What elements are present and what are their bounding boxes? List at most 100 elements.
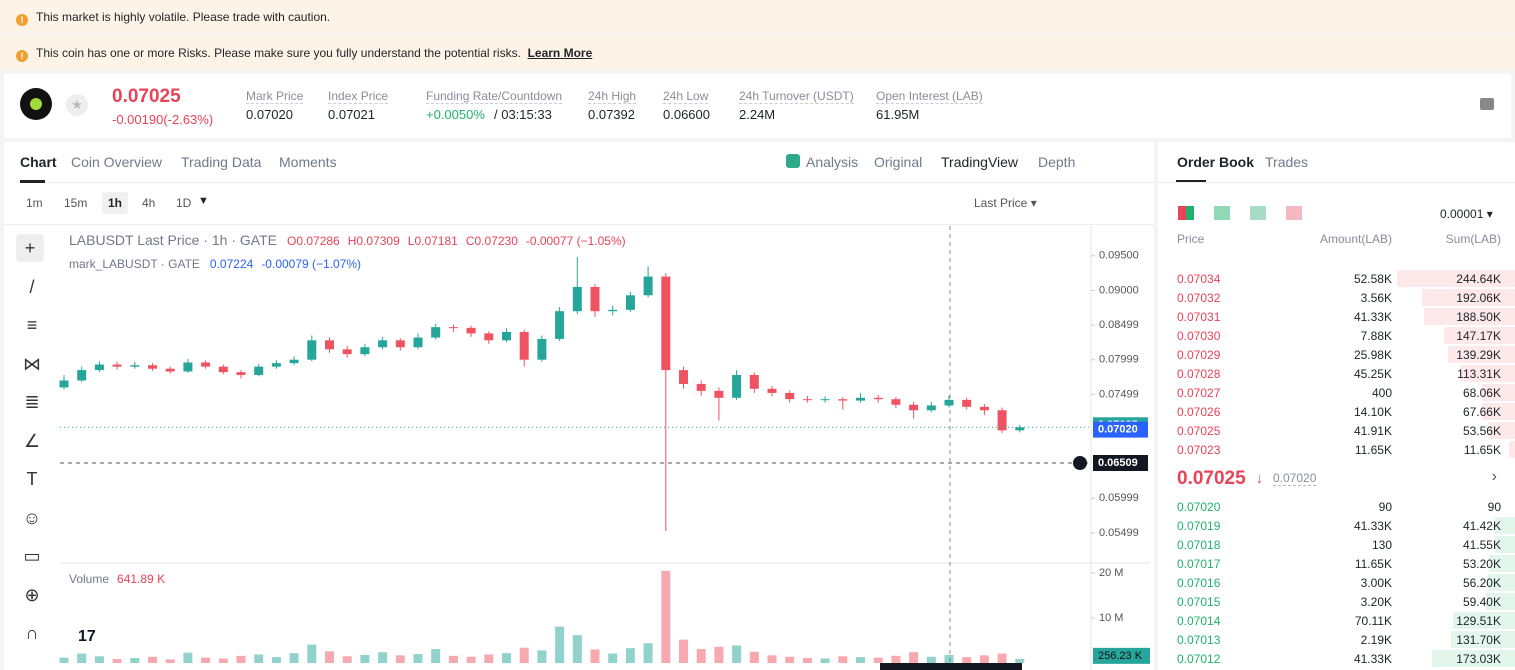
volume-bar — [661, 570, 671, 663]
order-price: 0.07023 — [1177, 443, 1221, 457]
order-sum: 90 — [1487, 500, 1501, 514]
y-tick-label: 0.05999 — [1099, 492, 1139, 504]
drawing-tool[interactable]: ▭ — [23, 546, 41, 566]
order-sum: 113.31K — [1457, 367, 1501, 381]
favorite-button[interactable]: ★ — [66, 94, 88, 116]
notes-icon[interactable] — [1480, 98, 1494, 110]
order-book-panel: 0.00001 ▾ Order Book Trades Price Amount(LA… — [1158, 142, 1515, 670]
view-tab[interactable]: TradingView — [941, 154, 1019, 170]
tab-underline — [1176, 180, 1206, 183]
volume-bar — [679, 639, 688, 663]
price-marker-box — [1093, 421, 1148, 438]
order-book-tab[interactable]: Trades — [1265, 154, 1309, 170]
chart-tab[interactable]: Coin Overview — [71, 154, 163, 170]
interval-button[interactable]: 1h — [102, 192, 129, 214]
y-tick-label: 0.07999 — [1099, 354, 1139, 366]
order-sum: 41.42K — [1462, 519, 1501, 533]
volume-marker-box — [1093, 647, 1150, 664]
candle-body — [979, 406, 989, 411]
order-price: 0.07017 — [1177, 557, 1221, 571]
tradingview-logo: 17 — [78, 628, 96, 645]
chart-tab[interactable]: Trading Data — [181, 154, 262, 170]
stat-label: 24h Turnover (USDT) — [739, 89, 854, 104]
legend-ohlc: L0.07181 — [407, 234, 458, 248]
volume-bar — [484, 654, 494, 663]
drawing-tool[interactable]: T — [26, 469, 38, 489]
more-arrow[interactable]: › — [1491, 468, 1497, 485]
depth-bar — [1447, 346, 1515, 363]
order-amount: 3.00K — [1360, 576, 1392, 590]
stat-value: 0.07021 — [328, 107, 375, 122]
time-label-box — [880, 663, 1022, 670]
volume-bar — [555, 626, 565, 663]
drawing-tool[interactable]: ∩ — [25, 623, 39, 643]
depth-bar — [1424, 308, 1515, 325]
order-sum: 67.66K — [1462, 405, 1501, 419]
interval-button[interactable]: 15m — [64, 196, 88, 210]
view-tab[interactable]: Analysis — [806, 154, 859, 170]
candle-body — [1015, 427, 1025, 431]
volume-bar — [271, 657, 281, 663]
volume-tick-label: 10 M — [1099, 612, 1123, 624]
order-amount: 400 — [1371, 386, 1392, 400]
volume-legend: Volume 641.89 K — [69, 572, 165, 586]
y-tick-label: 0.08499 — [1099, 319, 1139, 331]
price-source-text: Last Price — [974, 196, 1028, 210]
depth-bar — [1482, 403, 1515, 420]
interval-button[interactable]: 4h — [142, 196, 156, 210]
volume-bar — [625, 648, 635, 663]
drawing-tool[interactable]: ≣ — [24, 392, 40, 412]
order-price: 0.07028 — [1177, 367, 1221, 381]
order-amount: 11.65K — [1354, 557, 1392, 571]
stat-label: Funding Rate/Countdown — [426, 89, 563, 104]
order-sum: 53.56K — [1462, 424, 1501, 438]
candle-body — [254, 366, 264, 375]
depth-bar — [1494, 536, 1515, 553]
view-asks[interactable] — [1286, 206, 1302, 220]
candle-body — [909, 404, 919, 411]
drawing-tool[interactable]: ☺ — [22, 507, 42, 528]
drawing-tool[interactable]: ⋈ — [23, 353, 41, 374]
depth-bar — [1431, 650, 1515, 667]
drawing-tool[interactable]: ∠ — [23, 430, 41, 451]
view-tab[interactable]: Depth — [1038, 154, 1076, 170]
candle-body — [59, 380, 69, 388]
candle-body — [820, 399, 830, 401]
order-sum: 192.06K — [1456, 291, 1501, 305]
depth-bar — [1397, 270, 1515, 287]
interval-dropdown[interactable]: ▼ — [198, 195, 209, 207]
volume-bar — [962, 657, 972, 663]
volume-bar — [342, 656, 352, 663]
view-asks[interactable] — [1250, 206, 1266, 220]
depth-bar — [1482, 384, 1515, 401]
drawing-tool[interactable]: ⊕ — [24, 584, 40, 605]
learn-more-link[interactable]: Learn More — [527, 46, 593, 60]
candle-body — [749, 374, 759, 389]
view-both[interactable] — [1178, 206, 1194, 220]
price-source[interactable]: Last Price ▾ — [974, 196, 1037, 210]
interval-button[interactable]: 1m — [26, 196, 43, 210]
order-price: 0.07014 — [1177, 614, 1221, 628]
drawing-tool[interactable]: + — [16, 234, 44, 262]
stat-label: Index Price — [328, 89, 389, 104]
price-marker-label: 0.06509 — [1098, 457, 1138, 469]
volume-bar — [413, 654, 423, 663]
mark-symbol: mark_LABUSDT · GATE — [69, 257, 200, 271]
order-sum: 244.64K — [1456, 272, 1501, 286]
chart-tab[interactable]: Moments — [279, 154, 337, 170]
drawing-tool[interactable]: ≡ — [26, 315, 38, 335]
candle-body — [873, 397, 883, 400]
candle-body — [94, 364, 104, 371]
volume-bar — [785, 656, 795, 663]
order-sum: 129.51K — [1456, 614, 1501, 628]
precision-select[interactable]: 0.00001 ▾ — [1440, 207, 1493, 221]
chart-tab[interactable]: Chart — [20, 154, 57, 170]
depth-bar — [1509, 441, 1515, 458]
view-bids[interactable] — [1214, 206, 1230, 220]
order-book-tab[interactable]: Order Book — [1177, 154, 1255, 170]
drawing-tool[interactable]: / — [29, 276, 35, 297]
interval-button[interactable]: 1D — [176, 196, 192, 210]
view-tab[interactable]: Original — [874, 154, 923, 170]
volume-bar — [944, 654, 954, 663]
